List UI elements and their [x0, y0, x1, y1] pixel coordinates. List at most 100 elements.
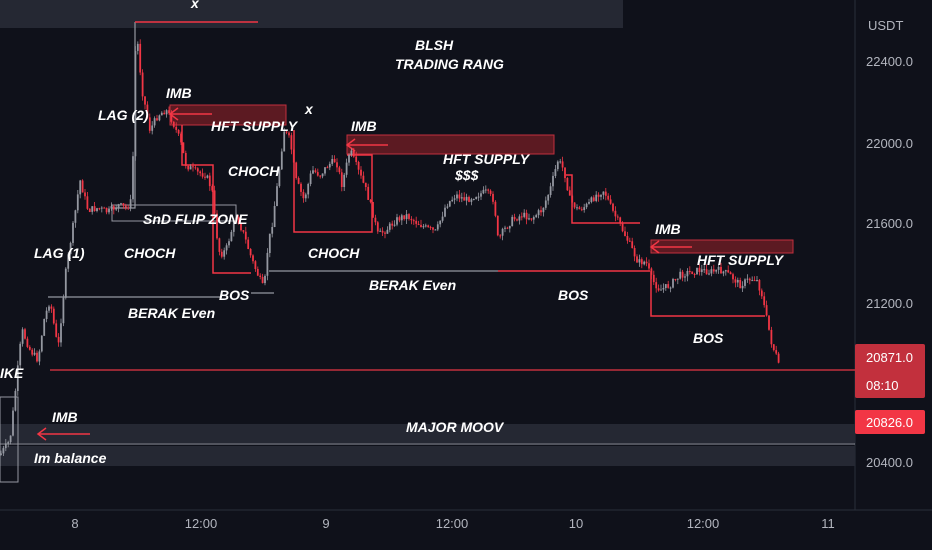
candle-body: [703, 269, 706, 271]
candle-body: [609, 199, 612, 204]
candle-body: [28, 346, 31, 350]
candle-body: [112, 206, 115, 210]
price-tick-label: 20400.0: [866, 455, 913, 470]
candle-body: [312, 170, 314, 174]
candle-body: [302, 191, 305, 199]
candle-body: [432, 227, 434, 230]
candle-body: [33, 352, 36, 355]
candle-body: [580, 209, 583, 211]
candle-body: [636, 256, 638, 263]
candle-body: [297, 178, 300, 184]
candle-body: [472, 199, 475, 200]
candle-body: [777, 353, 780, 363]
candle-body: [492, 193, 494, 202]
candle-body: [770, 329, 773, 345]
candle-body: [360, 169, 362, 176]
candle-body: [230, 231, 233, 242]
candle-body: [751, 280, 754, 282]
candle-body: [180, 133, 182, 143]
candle-body: [391, 223, 394, 226]
candle-body: [465, 196, 468, 201]
candle-body: [516, 219, 518, 221]
candle-body: [669, 287, 672, 289]
candle-body: [379, 230, 382, 232]
candle-body: [19, 343, 22, 366]
bos-label-1: BOS: [219, 287, 250, 303]
candle-body: [213, 190, 216, 214]
candle-body: [772, 344, 775, 351]
candle-body: [328, 163, 331, 168]
ike-label: IKE: [0, 365, 24, 381]
candle-body: [278, 169, 281, 187]
marked-price-value: 20826.0: [866, 415, 913, 430]
candle-body: [600, 194, 602, 197]
candle-body: [468, 196, 470, 202]
imbalance-zone: [0, 446, 855, 466]
choch-line-1: [181, 125, 251, 274]
candle-body: [110, 206, 113, 209]
candle-body: [532, 217, 535, 220]
candle-body: [21, 329, 24, 344]
candle-body: [316, 172, 319, 176]
candle-body: [439, 220, 442, 225]
candle-body: [513, 216, 516, 220]
candle-body: [220, 251, 223, 257]
lag1-label: LAG (1): [34, 245, 85, 261]
candle-body: [141, 72, 144, 97]
candle-body: [372, 202, 374, 218]
candle-body: [712, 269, 715, 272]
candle-body: [206, 175, 209, 178]
candle-body: [578, 207, 581, 210]
candle-body: [436, 224, 439, 230]
arrows: [36, 107, 692, 441]
last-price-value: 20871.0: [866, 350, 913, 365]
candle-body: [748, 278, 751, 281]
candle-body: [76, 194, 79, 211]
major-moov-zone: [0, 424, 855, 443]
candle-body: [396, 217, 398, 225]
candle-body: [667, 284, 670, 288]
candle-body: [177, 129, 180, 134]
candle-body: [633, 248, 636, 257]
candle-body: [504, 227, 506, 229]
candle-body: [576, 207, 578, 209]
time-tick-label: 12:00: [185, 516, 218, 531]
candle-body: [741, 285, 744, 289]
candle-body: [753, 280, 756, 282]
candle-body: [199, 171, 202, 174]
candle-body: [556, 161, 559, 170]
candle-body: [189, 166, 192, 170]
candle-body: [232, 220, 235, 232]
candle-body: [194, 167, 197, 169]
candle-body: [400, 215, 403, 221]
title-line1: BLSH: [415, 37, 454, 53]
candle-body: [535, 215, 538, 218]
candle-body: [621, 223, 624, 232]
candle-body: [48, 306, 50, 311]
candle-body: [235, 217, 238, 221]
candle-body: [211, 186, 214, 191]
candle-body: [252, 255, 254, 262]
candle-body: [708, 273, 710, 275]
candle-body: [518, 216, 521, 221]
candle-body: [660, 289, 662, 291]
candle-body: [480, 193, 482, 197]
candle-body: [456, 194, 458, 199]
candle-body: [158, 115, 161, 121]
candle-body: [448, 201, 451, 207]
top-zone: [0, 0, 623, 28]
candle-body: [129, 199, 132, 208]
candle-body: [453, 198, 456, 200]
candle-body: [43, 319, 46, 336]
candle-body: [249, 248, 252, 256]
imb-arrow-1-head: [168, 107, 179, 121]
candle-body: [417, 223, 420, 225]
candle-body: [93, 206, 96, 211]
candle-body: [422, 226, 425, 228]
candle-body: [165, 110, 168, 115]
candle-body: [12, 410, 14, 436]
candle-body: [324, 167, 326, 174]
candle-body: [499, 235, 502, 237]
candle-body: [489, 190, 492, 194]
